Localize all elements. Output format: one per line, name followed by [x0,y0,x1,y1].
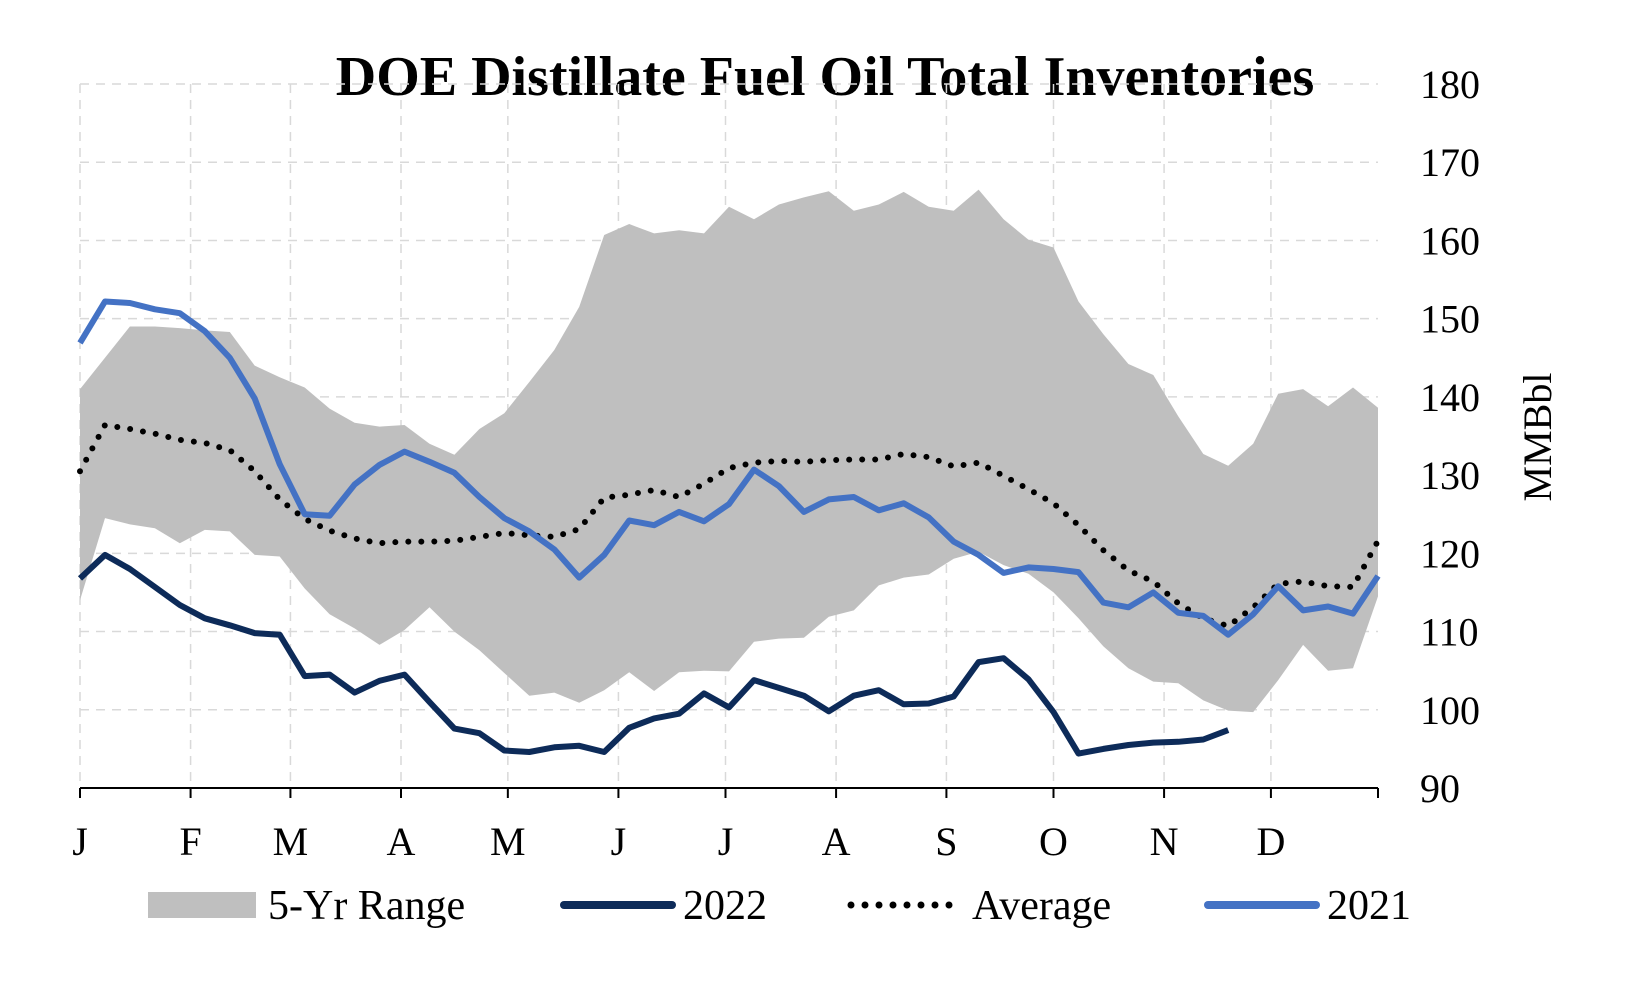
x-axis [79,787,1379,798]
x-tick-label: O [1039,819,1068,864]
legend-item-2021: 2021 [1204,883,1411,929]
x-tick-label: M [490,819,526,864]
y-tick-label: 180 [1420,62,1480,107]
x-tick-label: M [273,819,309,864]
legend-label-2021: 2021 [1327,883,1411,929]
x-tick-label: N [1150,819,1179,864]
x-tick-label: D [1256,819,1285,864]
y-tick-label: 90 [1420,766,1460,811]
chart-title: DOE Distillate Fuel Oil Total Inventorie… [336,46,1314,108]
y-tick-label: 140 [1420,375,1480,420]
legend: 5-Yr Range 2022 Average 2021 [148,883,1411,929]
y-tick-label: 120 [1420,531,1480,576]
legend-swatch-range [148,892,256,918]
series-line-2021 [77,298,1381,638]
x-tick-label: A [822,819,851,864]
y-tick-label: 150 [1420,297,1480,342]
y-tick-label: 110 [1420,610,1479,655]
y-tick-label: 100 [1420,688,1480,733]
legend-label-average: Average [972,883,1111,929]
x-tick-label: F [179,819,201,864]
legend-item-2022: 2022 [560,883,767,929]
x-tick-label: J [72,819,88,864]
range-layer [80,189,1378,713]
series-line-average [77,421,1381,630]
y-tick-labels: 90 100 110 120 130 140 150 160 170 180 [1420,62,1480,811]
series-line-2022 [77,551,1230,757]
x-tick-label: J [611,819,627,864]
legend-item-average: Average [847,883,1111,929]
legend-item-range: 5-Yr Range [148,883,465,929]
y-tick-label: 160 [1420,218,1480,263]
range-area [80,189,1378,713]
x-tick-label: A [387,819,416,864]
y-axis-label: MMBbl [1515,373,1560,502]
y-tick-label: 170 [1420,140,1480,185]
legend-label-2022: 2022 [683,883,767,929]
series-lines [77,298,1381,757]
x-tick-label: J [718,819,734,864]
legend-label-range: 5-Yr Range [268,883,465,929]
x-tick-label: S [935,819,957,864]
y-tick-label: 130 [1420,453,1480,498]
